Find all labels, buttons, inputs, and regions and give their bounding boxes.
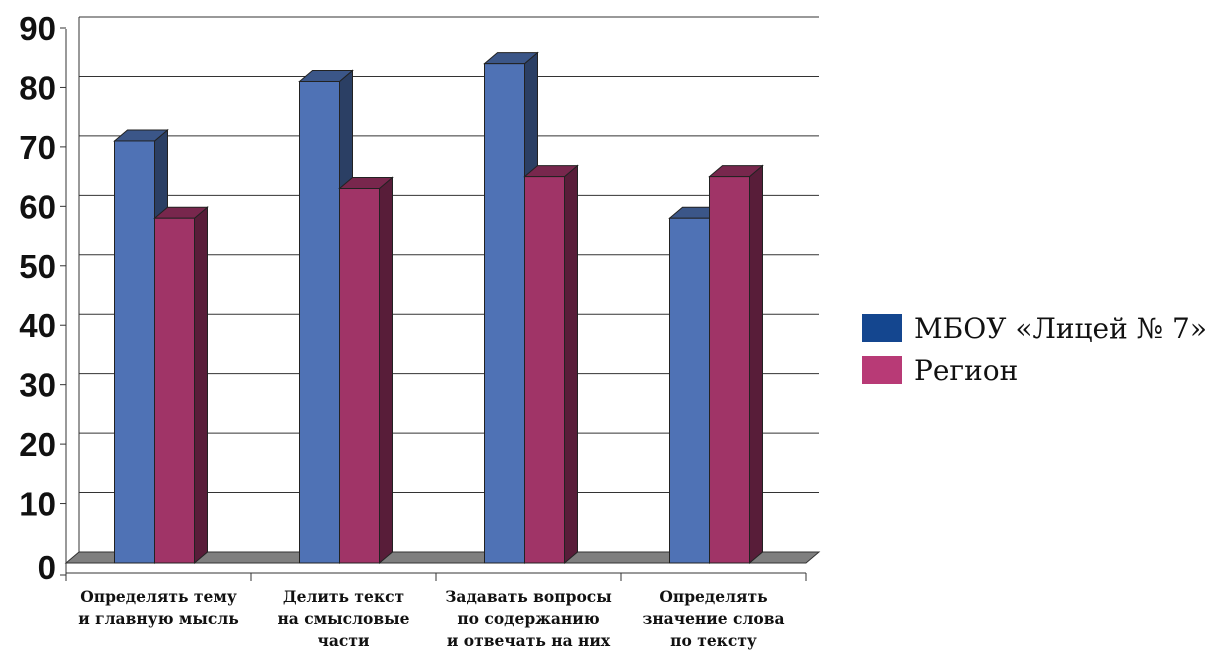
legend-label: МБОУ «Лицей № 7» [914,312,1207,345]
bar-2-0 [484,63,525,564]
x-category-label: по содержанию [457,609,599,628]
legend-label: Регион [914,354,1018,387]
x-category-label: Задавать вопросы [445,587,612,606]
y-tick-label: 80 [19,69,56,106]
bar-3-1 [709,176,750,564]
y-tick-label: 0 [38,549,56,586]
y-tick-label: 10 [19,486,56,523]
bar-side [749,164,763,565]
legend-swatch [862,314,902,342]
y-tick-label: 60 [19,188,56,225]
y-tick-label: 20 [19,426,56,463]
x-category-label: и главную мысль [78,609,239,628]
x-category-label: значение слова [642,609,784,628]
x-category-label: Делить текст [283,587,404,606]
bar-3-0 [669,217,710,564]
x-category-label: части [318,631,370,650]
y-tick-label: 50 [19,248,56,285]
y-tick-label: 90 [19,10,56,47]
x-category-label: и отвечать на них [447,631,611,650]
x-category-label: на смысловые [277,609,409,628]
x-category-label: по тексту [670,631,757,650]
y-tick-label: 40 [19,307,56,344]
bar-side [564,164,578,565]
x-category-label: Определять тему [80,587,237,606]
bar-side [379,176,393,565]
x-category-label: Определять [659,587,767,606]
y-tick-label: 70 [19,129,56,166]
bar-2-1 [524,176,565,564]
bar-side [194,206,208,565]
y-tick-label: 30 [19,367,56,404]
bar-0-1 [154,217,195,564]
bar-1-0 [299,81,340,564]
bar-0-0 [114,140,155,564]
bar-1-1 [339,188,380,564]
legend-swatch [862,356,902,384]
